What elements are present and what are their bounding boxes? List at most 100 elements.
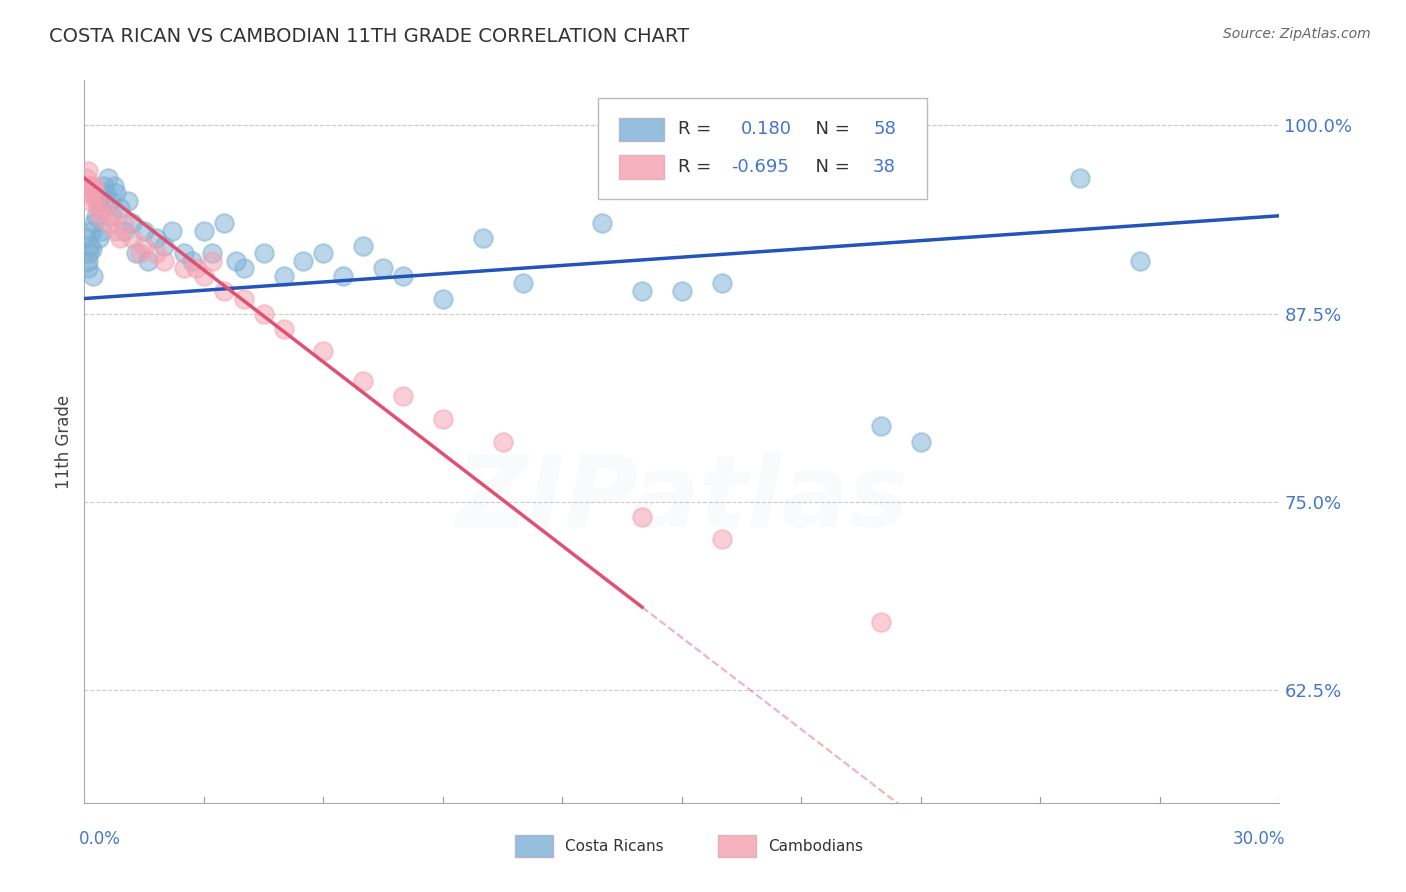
Text: ZIPatlas: ZIPatlas bbox=[456, 450, 908, 548]
Point bbox=[87, 201, 110, 215]
Point bbox=[80, 224, 103, 238]
Point bbox=[212, 284, 235, 298]
Point bbox=[181, 253, 204, 268]
Point bbox=[132, 239, 156, 253]
Point bbox=[132, 224, 156, 238]
Point bbox=[79, 239, 101, 253]
Point bbox=[160, 224, 183, 238]
Point bbox=[352, 375, 374, 389]
FancyBboxPatch shape bbox=[599, 98, 927, 200]
Point bbox=[82, 242, 104, 256]
Point bbox=[173, 261, 195, 276]
Text: R =: R = bbox=[678, 158, 717, 176]
Point bbox=[76, 163, 98, 178]
Point bbox=[125, 246, 148, 260]
Point bbox=[87, 194, 110, 208]
FancyBboxPatch shape bbox=[515, 835, 553, 857]
Point bbox=[432, 292, 454, 306]
Point bbox=[112, 224, 135, 238]
Point bbox=[1129, 253, 1152, 268]
Point bbox=[193, 268, 215, 283]
Point bbox=[83, 178, 105, 193]
Point bbox=[273, 268, 295, 283]
Point bbox=[145, 231, 167, 245]
Text: R =: R = bbox=[678, 120, 723, 138]
Point bbox=[93, 178, 115, 193]
Text: COSTA RICAN VS CAMBODIAN 11TH GRADE CORRELATION CHART: COSTA RICAN VS CAMBODIAN 11TH GRADE CORR… bbox=[49, 27, 689, 45]
Point bbox=[710, 277, 733, 291]
Point bbox=[110, 231, 132, 245]
Point bbox=[392, 268, 415, 283]
Point bbox=[373, 261, 395, 276]
Text: Cambodians: Cambodians bbox=[768, 838, 863, 854]
Point bbox=[492, 434, 515, 449]
Point bbox=[631, 284, 654, 298]
Point bbox=[89, 209, 111, 223]
Point bbox=[471, 231, 494, 245]
Point bbox=[103, 178, 125, 193]
Point bbox=[101, 209, 124, 223]
Point bbox=[129, 246, 152, 260]
Point bbox=[121, 231, 143, 245]
Text: 0.0%: 0.0% bbox=[79, 830, 121, 848]
Text: 30.0%: 30.0% bbox=[1233, 830, 1285, 848]
Point bbox=[201, 246, 224, 260]
Point bbox=[710, 533, 733, 547]
Point bbox=[117, 194, 139, 208]
Point bbox=[910, 434, 932, 449]
Y-axis label: 11th Grade: 11th Grade bbox=[55, 394, 73, 489]
Point bbox=[83, 216, 105, 230]
Text: N =: N = bbox=[804, 120, 855, 138]
Point bbox=[110, 201, 132, 215]
Point bbox=[1069, 171, 1091, 186]
Point bbox=[512, 277, 534, 291]
Point bbox=[96, 186, 118, 201]
Point bbox=[253, 246, 276, 260]
Point bbox=[89, 231, 111, 245]
Point bbox=[173, 246, 195, 260]
Point bbox=[392, 389, 415, 403]
FancyBboxPatch shape bbox=[619, 118, 664, 141]
Point bbox=[145, 246, 167, 260]
Point bbox=[77, 178, 100, 193]
Point bbox=[253, 307, 276, 321]
Point bbox=[121, 216, 143, 230]
Point bbox=[870, 419, 893, 434]
FancyBboxPatch shape bbox=[718, 835, 756, 857]
Point bbox=[76, 253, 98, 268]
Point bbox=[225, 253, 247, 268]
Text: Source: ZipAtlas.com: Source: ZipAtlas.com bbox=[1223, 27, 1371, 41]
Point bbox=[79, 194, 101, 208]
Point bbox=[86, 209, 108, 223]
Point bbox=[212, 216, 235, 230]
Text: -0.695: -0.695 bbox=[731, 158, 789, 176]
Point bbox=[790, 178, 813, 193]
Point bbox=[292, 253, 315, 268]
Point bbox=[105, 224, 128, 238]
Point bbox=[232, 292, 254, 306]
Point bbox=[86, 194, 108, 208]
Point bbox=[870, 615, 893, 630]
Text: 0.180: 0.180 bbox=[741, 120, 792, 138]
Point bbox=[98, 194, 121, 208]
Point bbox=[112, 216, 135, 230]
Point bbox=[80, 178, 103, 193]
Point bbox=[77, 246, 100, 260]
Point bbox=[75, 231, 97, 245]
Point bbox=[89, 201, 111, 215]
Point bbox=[312, 344, 335, 359]
FancyBboxPatch shape bbox=[619, 155, 664, 178]
Text: 38: 38 bbox=[873, 158, 896, 176]
Point bbox=[193, 224, 215, 238]
Point bbox=[77, 186, 100, 201]
Point bbox=[75, 171, 97, 186]
Point bbox=[201, 253, 224, 268]
Point bbox=[105, 186, 128, 201]
Point bbox=[82, 186, 104, 201]
Text: 58: 58 bbox=[873, 120, 896, 138]
Point bbox=[352, 239, 374, 253]
Point bbox=[332, 268, 354, 283]
Text: Costa Ricans: Costa Ricans bbox=[565, 838, 664, 854]
Point bbox=[232, 261, 254, 276]
Point bbox=[591, 216, 613, 230]
